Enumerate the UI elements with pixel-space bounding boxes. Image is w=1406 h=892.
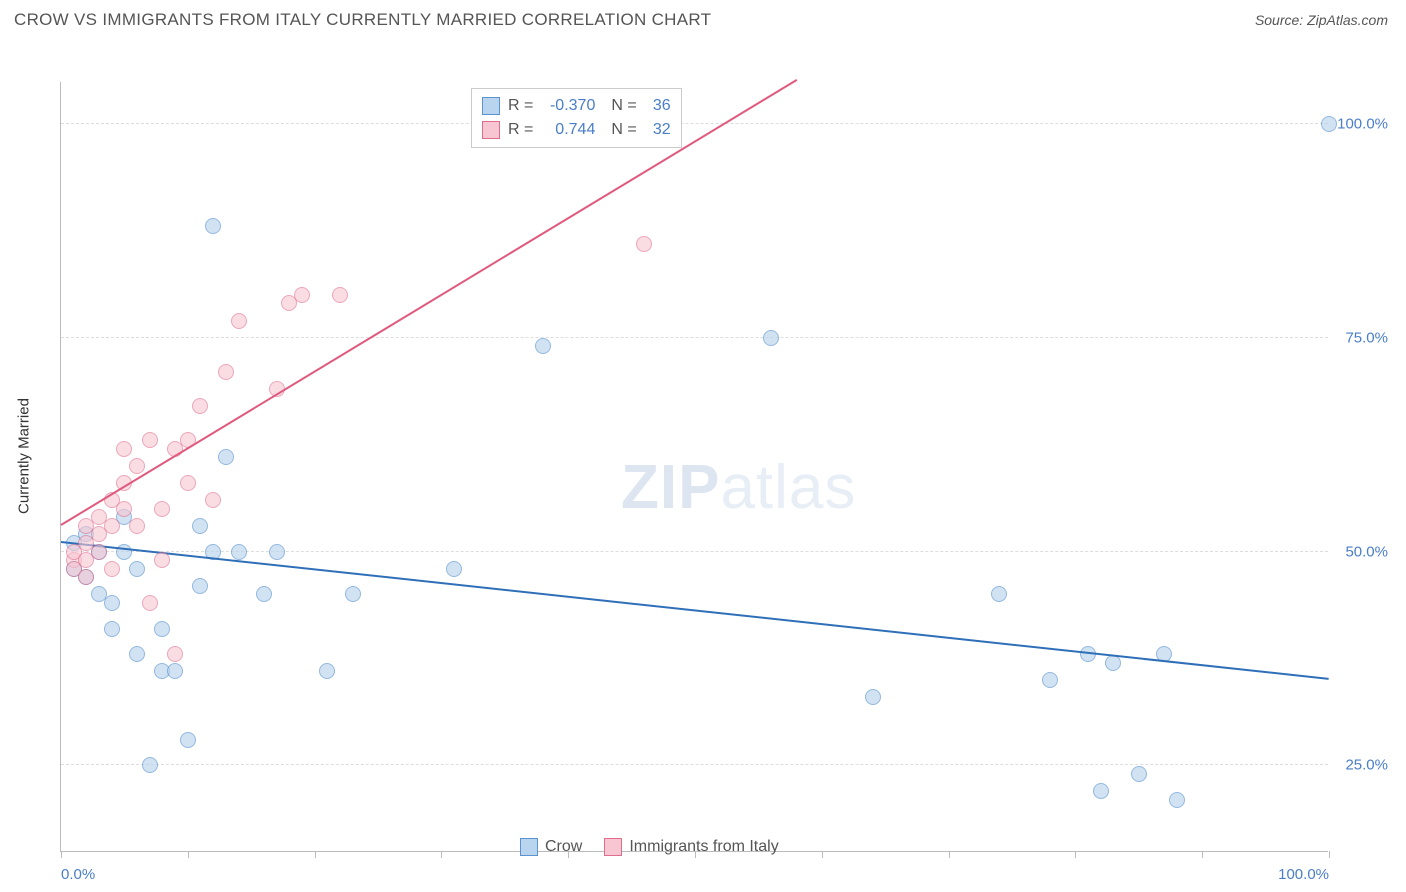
data-point [192,398,208,414]
data-point [205,218,221,234]
data-point [142,595,158,611]
source-label: Source: [1255,12,1307,28]
data-point [535,338,551,354]
y-tick-label: 25.0% [1333,757,1388,774]
r-value: -0.370 [541,94,595,118]
data-point [205,492,221,508]
y-tick-label: 100.0% [1333,115,1388,132]
data-point [1169,792,1185,808]
data-point [78,569,94,585]
legend-item: Crow [520,838,582,856]
watermark: ZIPatlas [621,452,856,523]
y-tick-label: 50.0% [1333,543,1388,560]
data-point [104,621,120,637]
r-label: R = [508,118,533,142]
data-point [294,287,310,303]
scatter-plot: 25.0%50.0%75.0%100.0%0.0%100.0%ZIPatlasR… [60,82,1328,852]
data-point [763,330,779,346]
legend-label: Immigrants from Italy [629,838,778,856]
gridline [61,551,1328,552]
data-point [167,663,183,679]
source-attribution: Source: ZipAtlas.com [1255,12,1388,28]
y-tick-label: 75.0% [1333,329,1388,346]
data-point [446,561,462,577]
r-value: 0.744 [541,118,595,142]
data-point [332,287,348,303]
data-point [231,313,247,329]
x-tick [315,851,316,858]
gridline [61,123,1328,124]
legend-swatch [520,838,538,856]
data-point [231,544,247,560]
data-point [1321,116,1337,132]
stats-row: R = -0.370 N = 36 [482,94,671,118]
x-tick [949,851,950,858]
x-tick [1329,851,1330,858]
data-point [142,757,158,773]
chart-title: CROW VS IMMIGRANTS FROM ITALY CURRENTLY … [14,10,711,30]
data-point [116,544,132,560]
n-value: 32 [645,118,671,142]
n-label: N = [611,94,636,118]
n-value: 36 [645,94,671,118]
data-point [91,544,107,560]
legend-item: Immigrants from Italy [604,838,778,856]
x-tick-label: 0.0% [61,866,95,883]
x-tick [61,851,62,858]
x-tick-label: 100.0% [1278,866,1329,883]
legend-label: Crow [545,838,582,856]
legend-swatch [604,838,622,856]
data-point [104,561,120,577]
data-point [865,689,881,705]
data-point [129,458,145,474]
data-point [1093,783,1109,799]
data-point [142,432,158,448]
data-point [269,544,285,560]
data-point [154,552,170,568]
data-point [1042,672,1058,688]
x-tick [1202,851,1203,858]
data-point [192,518,208,534]
x-tick [1075,851,1076,858]
data-point [218,449,234,465]
legend-swatch [482,121,500,139]
x-tick [188,851,189,858]
data-point [345,586,361,602]
data-point [319,663,335,679]
data-point [116,441,132,457]
data-point [256,586,272,602]
r-label: R = [508,94,533,118]
stats-row: R = 0.744 N = 32 [482,118,671,142]
stats-legend: R = -0.370 N = 36 R = 0.744 N = 32 [471,88,682,148]
y-axis-label: Currently Married [15,398,32,514]
data-point [116,501,132,517]
x-tick [441,851,442,858]
data-point [991,586,1007,602]
data-point [104,518,120,534]
gridline [61,337,1328,338]
data-point [129,646,145,662]
trend-line [61,541,1329,680]
data-point [218,364,234,380]
bottom-legend: Crow Immigrants from Italy [520,838,779,856]
data-point [192,578,208,594]
data-point [636,236,652,252]
data-point [167,646,183,662]
legend-swatch [482,97,500,115]
source-name: ZipAtlas.com [1307,12,1388,28]
trend-line [60,79,796,526]
x-tick [822,851,823,858]
data-point [104,595,120,611]
data-point [129,518,145,534]
data-point [180,732,196,748]
data-point [1131,766,1147,782]
data-point [154,621,170,637]
data-point [180,475,196,491]
data-point [129,561,145,577]
n-label: N = [611,118,636,142]
data-point [154,501,170,517]
